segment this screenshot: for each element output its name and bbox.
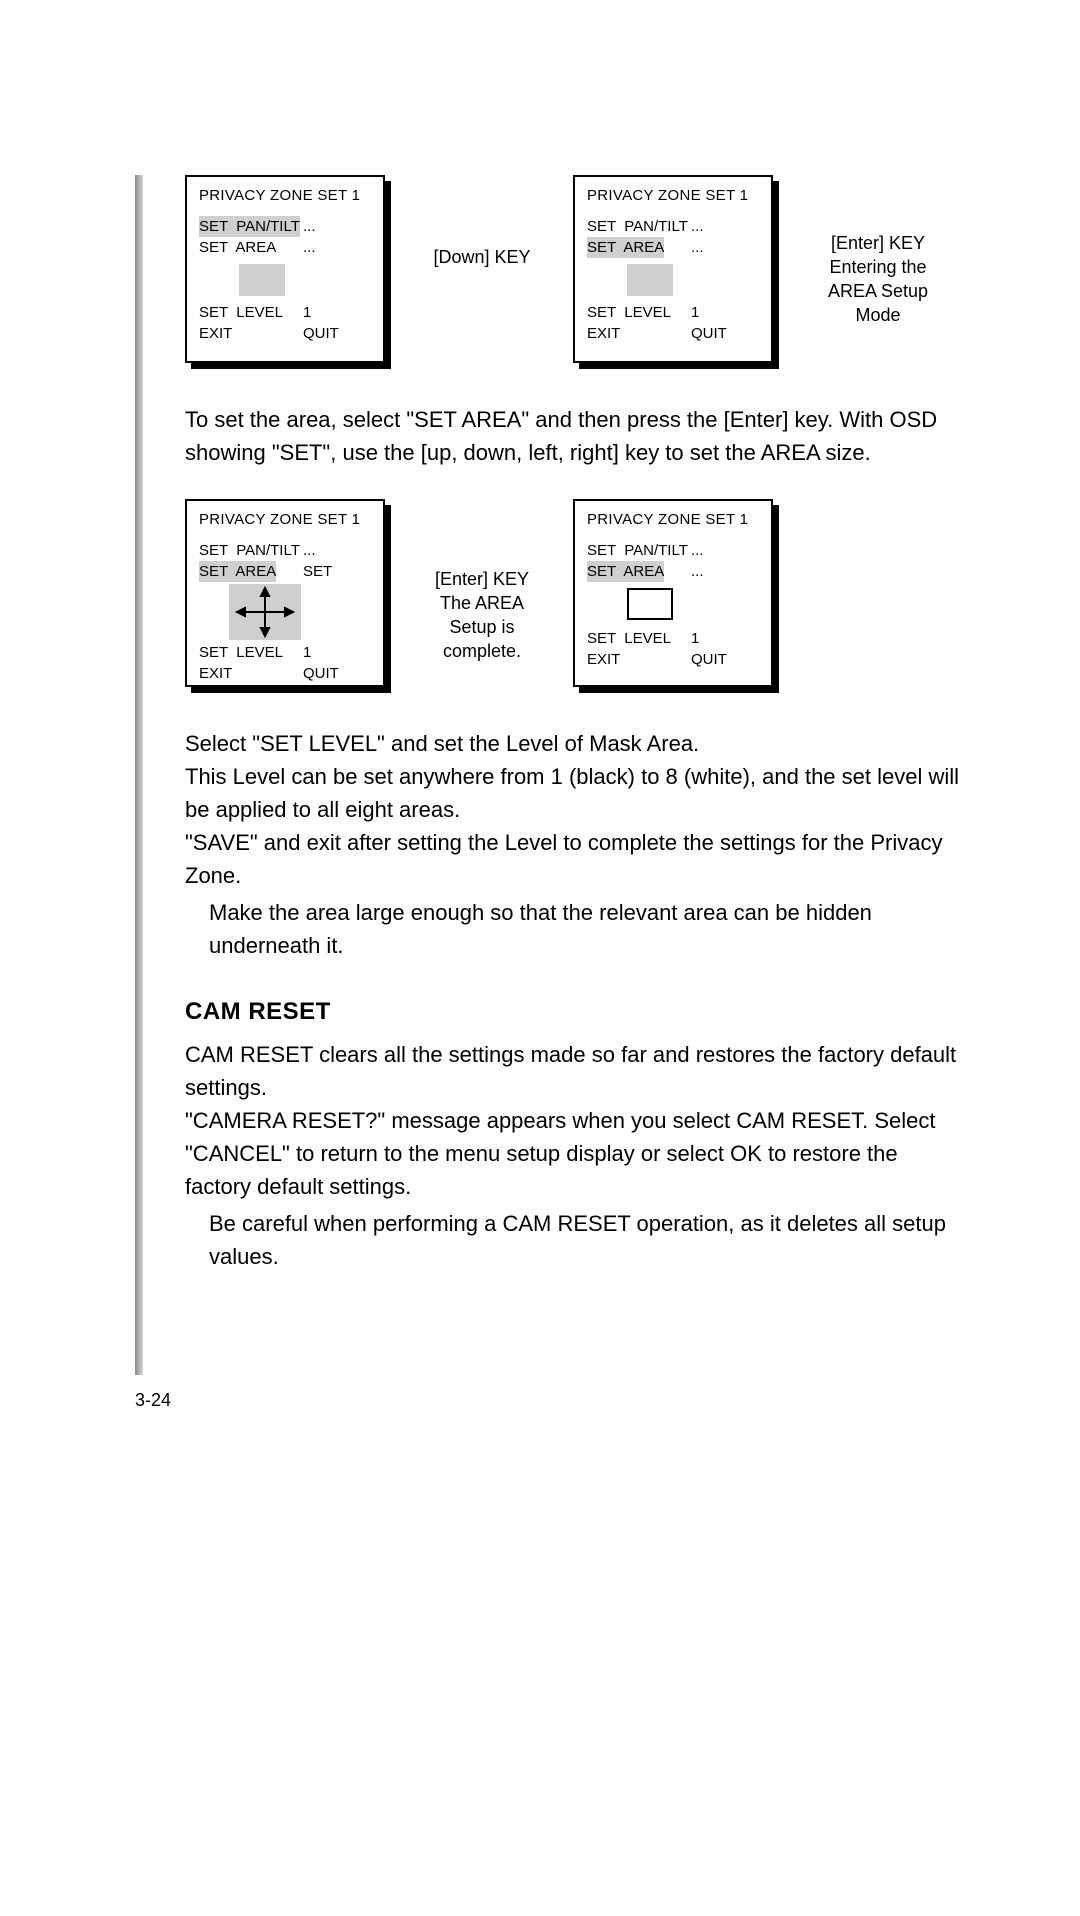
osd-panel-2: PRIVACY ZONE SET 1 SET PAN/TILT ... SET … xyxy=(573,175,779,369)
line: Mode xyxy=(801,303,955,327)
value: ... xyxy=(303,237,371,258)
row-exit: EXIT QUIT xyxy=(587,649,759,670)
value: QUIT xyxy=(691,649,759,670)
value: 1 xyxy=(303,642,371,663)
area-preview xyxy=(627,264,673,296)
row-area: SET AREA ... xyxy=(199,237,371,258)
row-level: SET LEVEL 1 xyxy=(587,628,759,649)
row-pantilt: SET PAN/TILT ... xyxy=(199,540,371,561)
value: QUIT xyxy=(303,323,371,344)
area-preview-arrows xyxy=(229,584,301,640)
line: [Enter] KEY xyxy=(801,231,955,255)
osd-panel-1: PRIVACY ZONE SET 1 SET PAN/TILT ... SET … xyxy=(185,175,391,369)
figure-row-2: PRIVACY ZONE SET 1 SET PAN/TILT ... SET … xyxy=(185,499,965,693)
panel-body: PRIVACY ZONE SET 1 SET PAN/TILT ... SET … xyxy=(573,499,773,687)
value: QUIT xyxy=(303,663,371,684)
label: SET PAN/TILT xyxy=(587,540,691,561)
between-text-1: [Down] KEY xyxy=(413,175,551,269)
row-pantilt: SET PAN/TILT ... xyxy=(587,216,759,237)
highlight: SET AREA xyxy=(587,237,664,258)
value: ... xyxy=(303,216,371,237)
value: SET xyxy=(303,561,371,582)
row-exit: EXIT QUIT xyxy=(199,663,371,684)
label: EXIT xyxy=(199,663,303,684)
highlight: SET PAN/TILT xyxy=(199,216,300,237)
area-preview-border xyxy=(627,588,673,620)
note-1: Make the area large enough so that the r… xyxy=(185,896,965,962)
value: 1 xyxy=(691,302,759,323)
row-pantilt: SET PAN/TILT ... xyxy=(199,216,371,237)
page: PRIVACY ZONE SET 1 SET PAN/TILT ... SET … xyxy=(0,0,1080,1916)
row-area: SET AREA SET xyxy=(199,561,371,582)
figure-row-1: PRIVACY ZONE SET 1 SET PAN/TILT ... SET … xyxy=(185,175,965,369)
value: ... xyxy=(691,216,759,237)
line: AREA Setup xyxy=(801,279,955,303)
paragraph-1: To set the area, select "SET AREA" and t… xyxy=(185,403,965,469)
line: [Enter] KEY xyxy=(413,567,551,591)
value: ... xyxy=(303,540,371,561)
highlight: SET AREA xyxy=(587,561,664,582)
row-exit: EXIT QUIT xyxy=(199,323,371,344)
panel-title: PRIVACY ZONE SET 1 xyxy=(587,187,759,204)
line: complete. xyxy=(413,639,551,663)
label: SET PAN/TILT xyxy=(587,216,691,237)
paragraph-3: CAM RESET clears all the settings made s… xyxy=(185,1038,965,1203)
panel-title: PRIVACY ZONE SET 1 xyxy=(199,511,371,528)
osd-panel-3: PRIVACY ZONE SET 1 SET PAN/TILT ... SET … xyxy=(185,499,391,693)
move-arrows-icon xyxy=(229,584,301,640)
panel-body: PRIVACY ZONE SET 1 SET PAN/TILT ... SET … xyxy=(185,175,385,363)
label: SET LEVEL xyxy=(587,628,691,649)
label: EXIT xyxy=(199,323,303,344)
value: 1 xyxy=(691,628,759,649)
osd-panel-4: PRIVACY ZONE SET 1 SET PAN/TILT ... SET … xyxy=(573,499,779,693)
label: SET LEVEL xyxy=(199,302,303,323)
highlight: SET AREA xyxy=(199,561,276,582)
line: The AREA xyxy=(413,591,551,615)
panel-body: PRIVACY ZONE SET 1 SET PAN/TILT ... SET … xyxy=(573,175,773,363)
panel-title: PRIVACY ZONE SET 1 xyxy=(587,511,759,528)
row-pantilt: SET PAN/TILT ... xyxy=(587,540,759,561)
row-level: SET LEVEL 1 xyxy=(199,302,371,323)
row-area: SET AREA ... xyxy=(587,237,759,258)
between-text-2: [Enter] KEY The AREA Setup is complete. xyxy=(413,499,551,663)
area-preview xyxy=(239,264,285,296)
paragraph-2: Select "SET LEVEL" and set the Level of … xyxy=(185,727,965,892)
caption: [Down] KEY xyxy=(433,247,530,267)
label: SET PAN/TILT xyxy=(199,540,303,561)
label: SET LEVEL xyxy=(199,642,303,663)
label: EXIT xyxy=(587,649,691,670)
note-2: Be careful when performing a CAM RESET o… xyxy=(185,1207,965,1273)
panel-title: PRIVACY ZONE SET 1 xyxy=(199,187,371,204)
label: SET LEVEL xyxy=(587,302,691,323)
line: Entering the xyxy=(801,255,955,279)
label: EXIT xyxy=(587,323,691,344)
heading-cam-reset: CAM RESET xyxy=(185,998,965,1026)
row-level: SET LEVEL 1 xyxy=(587,302,759,323)
value: ... xyxy=(691,540,759,561)
value: 1 xyxy=(303,302,371,323)
label: SET AREA xyxy=(199,237,303,258)
value: ... xyxy=(691,237,759,258)
vertical-rule xyxy=(135,175,143,1375)
row-exit: EXIT QUIT xyxy=(587,323,759,344)
value: QUIT xyxy=(691,323,759,344)
content-column: PRIVACY ZONE SET 1 SET PAN/TILT ... SET … xyxy=(185,175,965,1303)
line: Setup is xyxy=(413,615,551,639)
panel-body: PRIVACY ZONE SET 1 SET PAN/TILT ... SET … xyxy=(185,499,385,687)
page-number: 3-24 xyxy=(135,1390,171,1411)
right-note: [Enter] KEY Entering the AREA Setup Mode xyxy=(801,175,955,327)
row-level: SET LEVEL 1 xyxy=(199,642,371,663)
row-area: SET AREA ... xyxy=(587,561,759,582)
value: ... xyxy=(691,561,759,582)
